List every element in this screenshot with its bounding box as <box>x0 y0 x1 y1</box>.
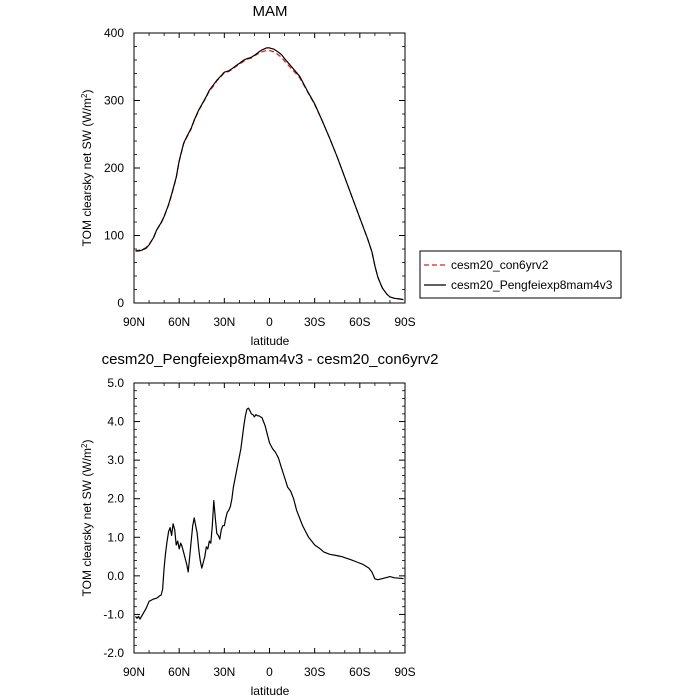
bottom-panel-ticks: 90N 60N 30N 0 30S 60S 90S -2.0 -1.0 0.0 1.0 2.0 3.0 4… <box>103 376 415 679</box>
top-panel-y-axis-label-main: TOM clearsky net SW (W/m <box>80 98 94 246</box>
top-panel-ticks: 90N 60N 30N 0 30S 60S 90S 0 100 200 300 400 <box>104 26 416 329</box>
legend-label-cesm20_Pengfeiexp8mam4v3: cesm20_Pengfeiexp8mam4v3 <box>451 278 613 292</box>
bottom-panel-y-tick-label: 5.0 <box>107 376 124 390</box>
bottom-panel-x-tick-label: 90S <box>394 665 415 679</box>
bottom-panel-series-group <box>135 407 404 620</box>
bottom-panel-y-axis-label-main: TOM clearsky net SW (W/m <box>80 448 94 596</box>
bottom-panel-x-tick-label: 30S <box>304 665 325 679</box>
bottom-panel-x-tick-label: 60N <box>168 665 190 679</box>
top-panel-title: MAM <box>253 3 288 20</box>
top-panel-y-tick-label: 400 <box>104 26 124 40</box>
bottom-panel-x-tick-label: 30N <box>213 665 235 679</box>
bottom-panel-y-tick-label: 0.0 <box>107 569 124 583</box>
series-line-cesm20_con6yrv2 <box>135 49 404 301</box>
top-panel-x-tick-label: 60S <box>349 315 370 329</box>
bottom-panel-x-tick-label: 60S <box>349 665 370 679</box>
top-panel-plot-frame <box>133 32 406 304</box>
bottom-panel-x-axis-label: latitude <box>251 684 290 698</box>
top-panel-x-tick-label: 90S <box>394 315 415 329</box>
top-panel-x-tick-label: 30S <box>304 315 325 329</box>
bottom-panel: cesm20_Pengfeiexp8mam4v3 - cesm20_con6yr… <box>80 351 439 698</box>
top-panel-series-group <box>135 47 404 301</box>
top-panel-y-axis-label: TOM clearsky net SW (W/m2) <box>80 90 95 247</box>
series-line-cesm20_Pengfeiexp8mam4v3 <box>135 47 404 301</box>
bottom-panel-y-axis-label-sup: 2 <box>80 443 89 448</box>
legend-label-cesm20_con6yrv2: cesm20_con6yrv2 <box>451 258 549 272</box>
top-panel-x-tick-label: 30N <box>213 315 235 329</box>
bottom-panel-title: cesm20_Pengfeiexp8mam4v3 - cesm20_con6yr… <box>102 351 439 368</box>
top-panel-y-tick-label: 100 <box>104 229 124 243</box>
bottom-panel-y-axis-label-close: ) <box>80 440 94 444</box>
bottom-panel-difference-line <box>135 407 404 620</box>
bottom-panel-y-tick-label: 2.0 <box>107 492 124 506</box>
bottom-panel-y-tick-label: -1.0 <box>103 607 124 621</box>
legend: cesm20_con6yrv2 cesm20_Pengfeiexp8mam4v3 <box>419 250 622 299</box>
bottom-panel-y-tick-label: -2.0 <box>103 646 124 660</box>
top-panel-y-tick-label: 0 <box>117 296 124 310</box>
top-panel-x-tick-label: 0 <box>266 315 273 329</box>
top-panel-y-axis-label-close: ) <box>80 90 94 94</box>
top-panel-x-axis-label: latitude <box>251 334 290 348</box>
top-panel-x-tick-label: 90N <box>123 315 145 329</box>
bottom-panel-y-tick-label: 3.0 <box>107 453 124 467</box>
bottom-panel-y-tick-label: 4.0 <box>107 415 124 429</box>
bottom-panel-x-tick-label: 0 <box>266 665 273 679</box>
top-panel: MAM 90N 60N 30N 0 30S 60S 90S 0 100 200 300 400 lat… <box>80 3 622 348</box>
legend-box <box>419 250 622 299</box>
top-panel-y-tick-label: 200 <box>104 161 124 175</box>
bottom-panel-plot-frame <box>133 382 406 654</box>
bottom-panel-y-axis-label: TOM clearsky net SW (W/m2) <box>80 440 95 597</box>
top-panel-x-tick-label: 60N <box>168 315 190 329</box>
bottom-panel-y-tick-label: 1.0 <box>107 530 124 544</box>
top-panel-y-axis-label-sup: 2 <box>80 93 89 98</box>
top-panel-y-tick-label: 300 <box>104 94 124 108</box>
bottom-panel-x-tick-label: 90N <box>123 665 145 679</box>
